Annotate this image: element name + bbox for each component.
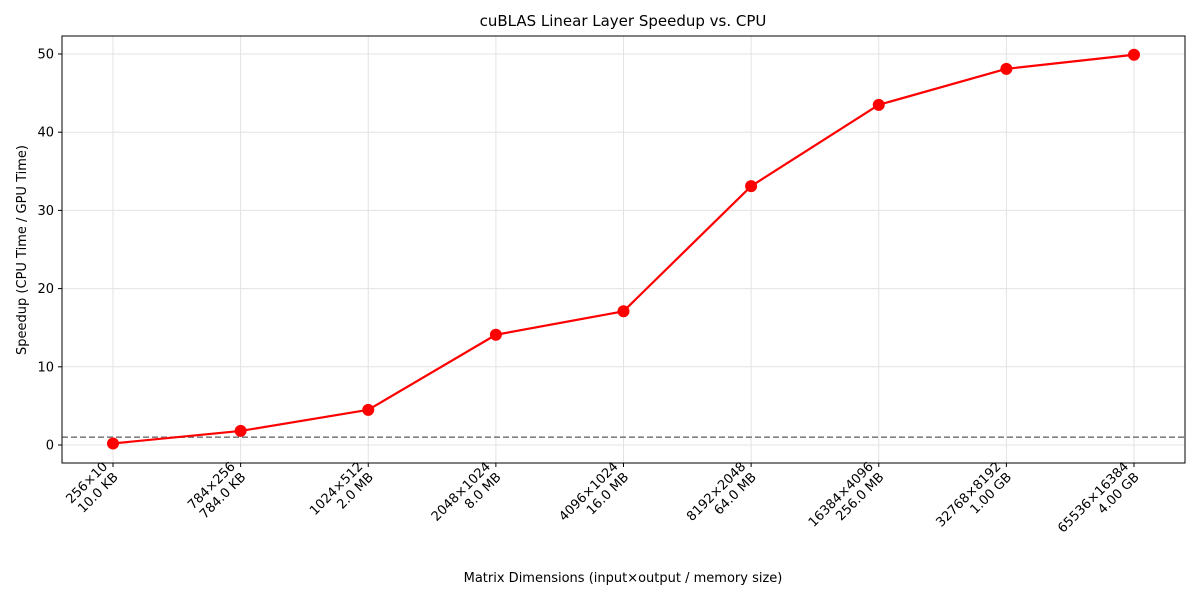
y-tick-label: 20 — [37, 282, 54, 297]
data-point — [745, 180, 758, 193]
grid-layer — [62, 36, 1185, 463]
data-point — [234, 424, 247, 437]
data-point — [107, 437, 119, 450]
y-ticks: 0 10 20 30 40 50 — [37, 47, 62, 454]
y-tick-label: 50 — [37, 47, 54, 62]
data-point — [617, 305, 630, 318]
y-axis-label: Speedup (CPU Time / GPU Time) — [15, 145, 30, 355]
series-layer — [107, 48, 1140, 450]
y-tick-label: 0 — [46, 439, 54, 454]
x-axis-label: Matrix Dimensions (input×output / memory… — [464, 571, 783, 586]
data-point — [489, 328, 502, 341]
chart-title: cuBLAS Linear Layer Speedup vs. CPU — [480, 12, 767, 30]
y-tick-label: 40 — [37, 126, 54, 141]
data-point — [1128, 48, 1140, 61]
data-point — [872, 98, 885, 111]
y-tick-label: 30 — [37, 204, 54, 219]
data-point — [1000, 62, 1013, 75]
data-point — [362, 403, 375, 416]
y-tick-label: 10 — [37, 360, 54, 375]
